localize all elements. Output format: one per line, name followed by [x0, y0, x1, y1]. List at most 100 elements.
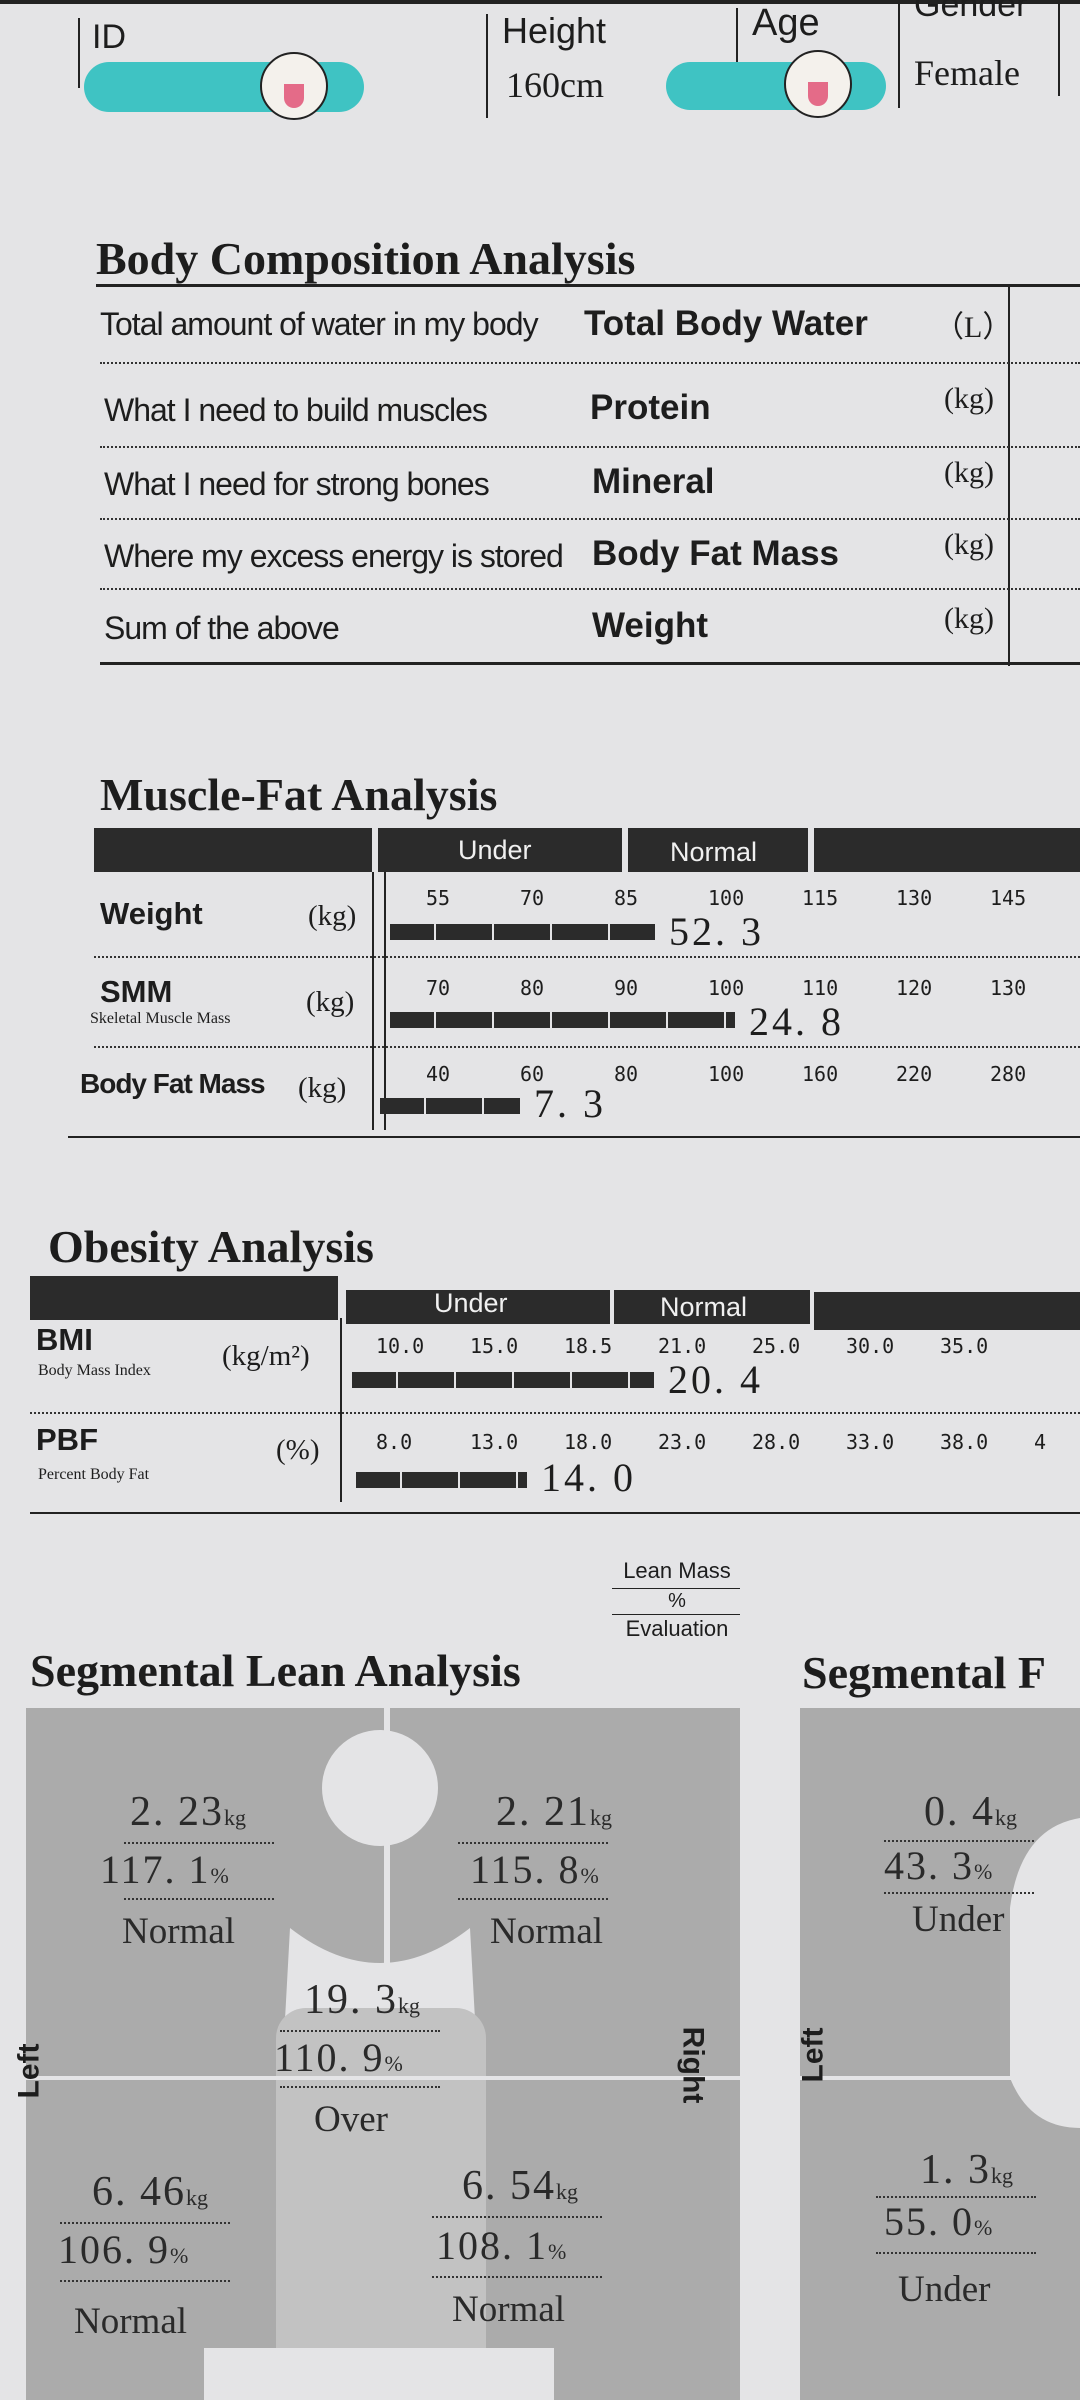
gender-label: Gender: [914, 0, 1028, 24]
bar-segment-divider: [400, 1471, 402, 1489]
legend-lean-mass: Lean Mass: [623, 1558, 731, 1583]
tick-label: 80: [614, 1062, 639, 1086]
row-term: Weight: [592, 606, 709, 645]
pct-unit: %: [974, 1859, 993, 1884]
weight-unit: (kg): [308, 900, 357, 932]
bar-segment-divider: [434, 923, 436, 941]
kg-unit: kg: [991, 2163, 1013, 2188]
tick-label: 110: [802, 976, 839, 1000]
bar-segment-divider: [628, 1371, 630, 1389]
normal-header: Normal: [660, 1292, 748, 1322]
row-term: Total Body Water: [584, 304, 868, 343]
body-fat-mass-bar: [380, 1097, 520, 1115]
weight-label: Weight: [100, 896, 203, 931]
height-label: Height: [502, 10, 607, 51]
left-leg-pct: 106. 9%: [58, 2226, 188, 2273]
pct-unit: %: [384, 2051, 403, 2076]
smm-value: 24. 8: [749, 999, 844, 1044]
tick-label: 80: [520, 976, 545, 1000]
tick-label: 8.0: [376, 1430, 413, 1454]
tick-label: 40: [426, 1062, 451, 1086]
fat-left-leg-mass-value: 1. 3: [920, 2147, 991, 2193]
bar-segment-divider: [512, 1371, 514, 1389]
body-fat-mass-tick-row: 4060801001602202803: [390, 1062, 1080, 1086]
bar-segment-divider: [482, 1097, 484, 1115]
bar-segment-divider: [492, 1011, 494, 1029]
bar-segment-divider: [424, 1097, 426, 1115]
tick-label: 21.0: [658, 1334, 707, 1358]
left-side-label: Left: [12, 2043, 46, 2099]
row-description: Total amount of water in my body: [100, 306, 539, 342]
right-leg-mass-value: 6. 54: [462, 2163, 556, 2209]
segmental-lean-title: Segmental Lean Analysis: [30, 1645, 521, 1696]
bmi-unit: (kg/m²): [222, 1340, 310, 1372]
pbf-tick-row: 8.0 13.0 18.0 23.0 28.0 33.0 38.0 4: [340, 1430, 1080, 1454]
left-arm-mass-value: 2. 23: [130, 1789, 224, 1835]
smm-sublabel: Skeletal Muscle Mass: [90, 1010, 231, 1027]
body-fat-mass-value: 7. 3: [534, 1081, 606, 1126]
right-side-label: Right: [676, 2026, 710, 2104]
segmental-fat-title: Segmental F: [802, 1647, 1047, 1698]
row-description: What I need for strong bones: [104, 466, 490, 502]
right-leg-mass: 6. 54kg: [462, 2162, 578, 2210]
bar-segment-divider: [666, 1011, 668, 1029]
row-unit: （L）: [934, 311, 1013, 344]
fat-left-leg-eval: Under: [898, 2269, 991, 2310]
body-fat-mass-label: Body Fat Mass: [80, 1068, 266, 1099]
smm-tick-row: 7080901001101201301: [390, 976, 1080, 1000]
legend-percent: %: [668, 1590, 686, 1612]
bar-segment-divider: [396, 1371, 398, 1389]
tick-label: 25.0: [752, 1334, 801, 1358]
tick-label: 145: [990, 886, 1027, 910]
bar-segment-divider: [608, 1011, 610, 1029]
fat-left-arm-eval: Under: [912, 1899, 1005, 1940]
row-term: Body Fat Mass: [592, 534, 839, 573]
left-leg-mass: 6. 46kg: [92, 2168, 208, 2216]
bar-segment-divider: [570, 1371, 572, 1389]
tick-label: 70: [426, 976, 451, 1000]
tick-label: 13.0: [470, 1430, 519, 1454]
left-side-label: Left: [796, 2027, 830, 2083]
pct-unit: %: [974, 2215, 993, 2240]
right-leg-pct: 108. 1%: [436, 2222, 566, 2269]
tick-label: 220: [896, 1062, 933, 1086]
pct-unit: %: [170, 2243, 189, 2268]
bca-row-water: Total amount of water in my body: [100, 306, 539, 343]
row-unit: (kg): [944, 382, 994, 415]
redaction-mark: [666, 62, 886, 110]
bar-segment-divider: [454, 1371, 456, 1389]
bmi-sublabel: Body Mass Index: [38, 1362, 151, 1379]
row-unit: (kg): [944, 528, 994, 561]
row-description: Sum of the above: [104, 610, 340, 646]
tick-label: 10.0: [376, 1334, 425, 1358]
right-arm-pct: 115. 8%: [470, 1846, 599, 1893]
cartoon-face-icon: [260, 52, 328, 120]
tick-label: 100: [708, 1062, 745, 1086]
tick-label: 120: [896, 976, 933, 1000]
row-term: Protein: [590, 388, 711, 427]
trunk-eval: Over: [314, 2099, 388, 2140]
tick-label: 85: [614, 886, 639, 910]
muscle-fat-title: Muscle-Fat Analysis: [100, 769, 498, 820]
bar-segment-divider: [550, 923, 552, 941]
pbf-sublabel: Percent Body Fat: [38, 1466, 150, 1483]
tick-label: 280: [990, 1062, 1027, 1086]
bar-segment-divider: [458, 1471, 460, 1489]
weight-bar: [390, 923, 655, 941]
row-unit: (kg): [944, 602, 994, 635]
fat-left-arm-mass: 0. 4kg: [924, 1788, 1017, 1836]
trunk-mass-value: 19. 3: [304, 1977, 398, 2023]
tick-label: 70: [520, 886, 545, 910]
weight-tick-row: 5570851001151301451(: [390, 886, 1080, 910]
left-leg-eval: Normal: [74, 2301, 188, 2342]
id-label: ID: [92, 18, 126, 56]
fat-left-arm-pct: 43. 3%: [884, 1842, 992, 1889]
left-leg-mass-value: 6. 46: [92, 2169, 186, 2215]
kg-unit: kg: [995, 1805, 1017, 1830]
kg-unit: kg: [556, 2179, 578, 2204]
tick-label: 115: [802, 886, 839, 910]
row-description: Where my excess energy is stored: [104, 538, 564, 574]
tick-label: 4: [1034, 1430, 1047, 1454]
pct-unit: %: [548, 2239, 567, 2264]
bmi-tick-row: 10.0 15.0 18.5 21.0 25.0 30.0 35.0: [340, 1334, 1080, 1358]
